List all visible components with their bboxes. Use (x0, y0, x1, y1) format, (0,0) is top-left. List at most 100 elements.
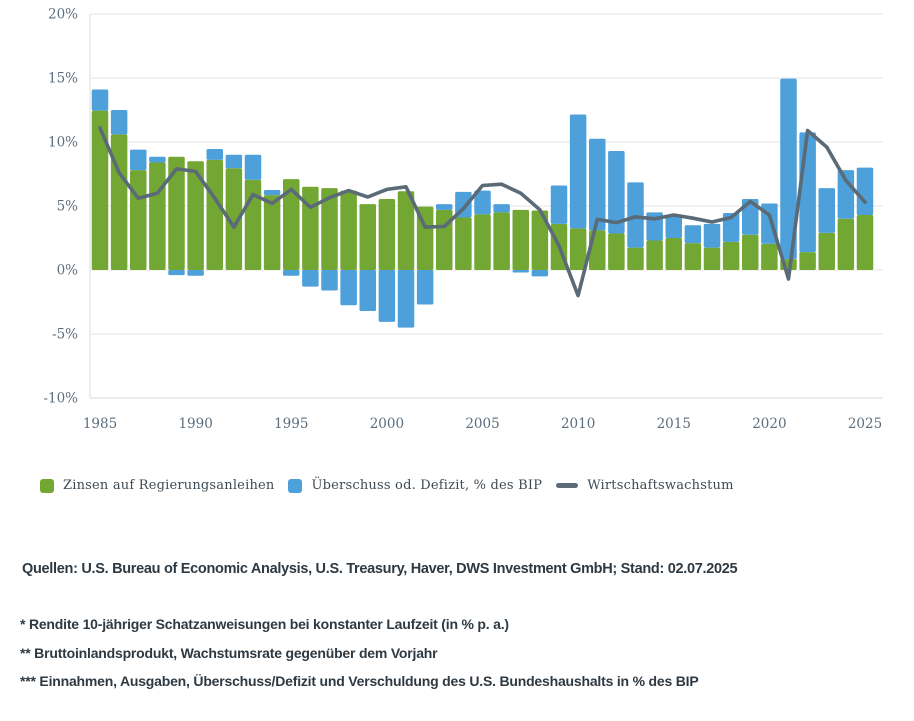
blue-bar-2024 (837, 170, 855, 219)
blue-bar-1992 (225, 154, 243, 169)
line-swatch-icon (556, 483, 579, 488)
blue-bar-2003 (436, 204, 453, 210)
green-bar-1992 (225, 168, 243, 270)
growth-line (98, 126, 867, 298)
blue-bar-2021 (780, 78, 797, 260)
y-tick-label-15: 15% (48, 71, 78, 87)
green-bar-2025 (856, 214, 874, 270)
green-bar-1986 (110, 134, 128, 270)
green-bar-1990 (187, 161, 204, 270)
green-bar-2007 (512, 209, 529, 270)
blue-bar-1986 (110, 110, 128, 135)
green-bar-2020 (761, 243, 778, 270)
blue-bar-1997 (321, 270, 338, 291)
blue-bar-1989 (168, 270, 185, 276)
y-tick-label--10: -10% (43, 391, 78, 407)
green-bar-2018 (722, 241, 740, 270)
blue-bar-2022 (799, 132, 816, 253)
x-tick-label-1995: 1995 (274, 416, 308, 432)
blue-bar-2016 (684, 225, 702, 244)
green-bar-2001 (397, 191, 415, 270)
green-bar-2019 (742, 234, 759, 270)
green-bar-2004 (455, 217, 472, 270)
green-bar-2024 (837, 218, 855, 270)
blue-bar-2010 (569, 114, 587, 229)
green-bar-1994 (263, 195, 281, 270)
blue-bar-1988 (149, 156, 166, 163)
green-bar-2016 (684, 243, 702, 270)
blue-bar-2006 (493, 204, 510, 213)
budget-chart-svg: 20% 15% 10% 5% 0% -5% -10% 1985 1990 1995 2000 2005… (43, 7, 883, 432)
blue-bar-1995 (283, 270, 300, 276)
y-tick-label-0: 0% (57, 263, 79, 279)
x-tick-label-2005: 2005 (465, 416, 499, 432)
green-bar-2013 (627, 247, 644, 270)
blue-bar-2005 (474, 190, 491, 215)
green-bar-1988 (149, 162, 166, 270)
x-tick-label-2000: 2000 (370, 416, 404, 432)
x-tick-label-2020: 2020 (752, 416, 786, 432)
green-bar-2023 (818, 232, 835, 270)
green-bar-2008 (531, 210, 549, 270)
footnote-2: ** Bruttoinlandsprodukt, Wachstumsrate g… (20, 644, 438, 661)
blue-bar-1990 (187, 270, 204, 276)
y-tick-label-10: 10% (48, 135, 78, 151)
blue-bar-1987 (130, 149, 147, 171)
legend-label-zinsen: Zinsen auf Regierungsanleihen (63, 478, 275, 493)
green-bar-1998 (340, 190, 357, 270)
green-bar-2012 (608, 233, 625, 270)
blue-bar-2000 (378, 270, 396, 322)
blue-bar-2017 (703, 223, 721, 248)
blue-bar-2002 (416, 270, 434, 305)
legend-item-defizit: Überschuss od. Defizit, % des BIP (288, 478, 542, 493)
blue-bar-2011 (589, 138, 606, 231)
x-tick-label-2010: 2010 (561, 416, 595, 432)
y-tick-label-5: 5% (57, 199, 79, 215)
green-bar-2022 (799, 252, 816, 270)
green-bar-1996 (302, 186, 319, 270)
footnotes-block: * Rendite 10-jähriger Schatzanweisungen … (20, 610, 699, 696)
blue-bar-1991 (206, 149, 223, 160)
green-bar-2017 (703, 247, 721, 270)
green-bar-1997 (321, 188, 338, 270)
blue-bar-2001 (397, 270, 415, 328)
blue-bar-swatch-icon (288, 478, 303, 493)
legend-item-zinsen: Zinsen auf Regierungsanleihen (40, 478, 274, 493)
blue-bar-2019 (742, 198, 759, 235)
blue-bar-1999 (359, 270, 376, 311)
x-tick-label-2015: 2015 (657, 416, 691, 432)
chart-legend: Zinsen auf Regierungsanleihen Überschuss… (40, 478, 734, 493)
blue-bar-2007 (512, 270, 529, 273)
green-bar-1985 (91, 110, 109, 270)
legend-label-defizit: Überschuss od. Defizit, % des BIP (311, 478, 543, 493)
y-tick-label--5: -5% (52, 327, 78, 343)
blue-bar-1993 (244, 154, 262, 180)
blue-bar-2025 (856, 167, 874, 215)
green-bar-swatch-icon (40, 478, 54, 493)
blue-bar-1994 (263, 190, 281, 196)
green-bar-2010 (569, 228, 587, 270)
footnote-1: * Rendite 10-jähriger Schatzanweisungen … (20, 616, 509, 632)
blue-bar-2023 (818, 188, 835, 233)
blue-bar-2015 (665, 216, 682, 238)
green-bar-1995 (283, 179, 300, 270)
green-bar-2000 (378, 198, 396, 270)
y-tick-label-20: 20% (48, 7, 78, 23)
blue-bar-2008 (531, 270, 549, 277)
green-bar-2005 (474, 214, 491, 270)
green-bar-1999 (359, 204, 376, 270)
blue-bar-2012 (608, 150, 625, 234)
blue-bar-1996 (302, 270, 319, 287)
x-tick-label-1990: 1990 (178, 416, 212, 432)
sources-note: Quellen: U.S. Bureau of Economic Analysi… (22, 561, 738, 577)
green-bar-2014 (646, 240, 663, 270)
blue-bar-1985 (91, 89, 109, 111)
green-bar-1989 (168, 156, 185, 270)
legend-label-wachstum: Wirtschaftswachstum (587, 478, 734, 493)
green-bar-2006 (493, 212, 510, 270)
blue-bar-2009 (550, 185, 568, 224)
x-tick-label-2025: 2025 (848, 416, 882, 432)
x-tick-label-1985: 1985 (83, 416, 117, 432)
legend-item-wachstum: Wirtschaftswachstum (556, 478, 733, 493)
